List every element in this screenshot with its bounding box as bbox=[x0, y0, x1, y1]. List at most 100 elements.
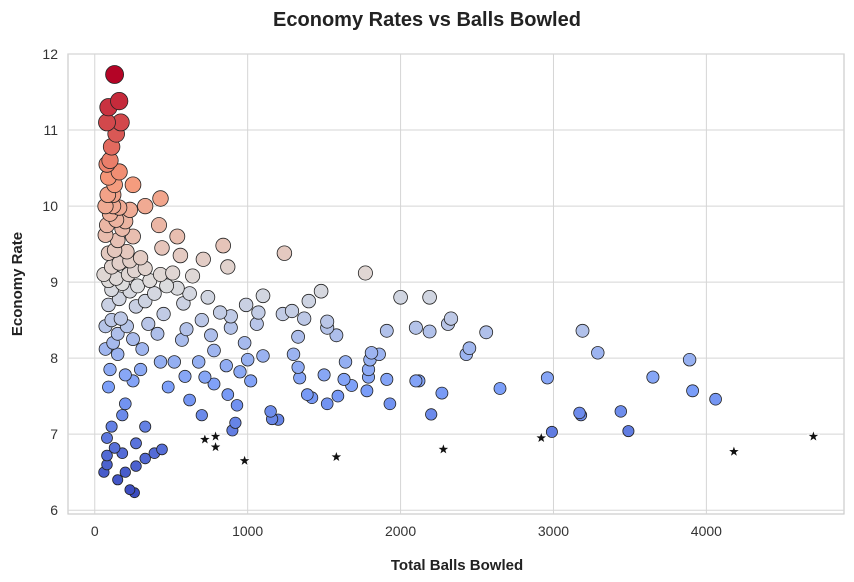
scatter-point bbox=[244, 374, 258, 388]
scatter-point bbox=[320, 397, 334, 411]
scatter-point bbox=[284, 303, 300, 319]
scatter-point bbox=[331, 389, 345, 403]
scatter-point bbox=[591, 346, 605, 360]
scatter-point bbox=[233, 365, 247, 379]
scatter-point bbox=[479, 325, 494, 340]
scatter-point bbox=[301, 293, 317, 309]
scatter-point bbox=[105, 420, 118, 433]
scatter-point bbox=[575, 323, 590, 338]
x-tick-label: 3000 bbox=[538, 523, 569, 539]
scatter-point bbox=[134, 362, 148, 377]
scatter-point bbox=[195, 409, 208, 422]
y-tick-label: 9 bbox=[50, 274, 58, 290]
scatter-point bbox=[139, 452, 151, 465]
y-tick-label: 12 bbox=[42, 46, 58, 62]
scatter-point bbox=[200, 289, 216, 305]
scatter-point bbox=[101, 432, 113, 444]
tick-labels: 0 1000 2000 3000 4000 6 7 8 9 10 11 12 bbox=[42, 46, 722, 539]
scatter-point bbox=[130, 460, 142, 472]
scatter-point bbox=[264, 405, 277, 418]
scatter-point bbox=[169, 228, 186, 245]
highlight-star-point bbox=[438, 444, 449, 454]
scatter-point bbox=[119, 397, 132, 411]
scatter-point bbox=[125, 228, 141, 245]
y-axis-label: Economy Rate bbox=[9, 232, 26, 336]
scatter-point bbox=[237, 336, 252, 350]
highlight-star-point bbox=[729, 446, 739, 456]
scatter-point bbox=[124, 484, 136, 496]
scatter-point bbox=[686, 384, 699, 398]
scatter-point bbox=[238, 297, 254, 313]
scatter-point bbox=[182, 286, 197, 301]
scatter-point bbox=[98, 113, 116, 132]
y-tick-label: 8 bbox=[50, 350, 58, 366]
scatter-point bbox=[165, 265, 181, 281]
scatter-point bbox=[364, 346, 379, 360]
scatter-point bbox=[194, 312, 209, 328]
scatter-point bbox=[380, 372, 394, 386]
scatter-point bbox=[112, 474, 124, 486]
scatter-point bbox=[178, 369, 192, 383]
scatter-point bbox=[130, 437, 142, 450]
scatter-point bbox=[256, 349, 270, 363]
scatter-point bbox=[161, 380, 175, 394]
scatter-point bbox=[126, 332, 140, 347]
scatter-point bbox=[154, 240, 170, 256]
scatter-point bbox=[229, 416, 242, 429]
scatter-point bbox=[297, 311, 312, 326]
scatter-point bbox=[116, 409, 129, 422]
scatter-point bbox=[682, 353, 697, 367]
x-tick-label: 1000 bbox=[232, 523, 263, 539]
plot-area bbox=[67, 53, 845, 515]
scatter-point bbox=[103, 362, 117, 377]
highlight-star-point bbox=[808, 431, 819, 441]
scatter-point bbox=[462, 341, 477, 356]
scatter-point bbox=[207, 343, 221, 358]
highlighted-points bbox=[198, 429, 821, 467]
scatter-point bbox=[220, 259, 236, 275]
scatter-point bbox=[614, 405, 628, 418]
scatter-point bbox=[141, 316, 156, 331]
scatter-point bbox=[383, 397, 397, 411]
highlight-star-point bbox=[239, 455, 250, 465]
scatter-point bbox=[167, 355, 182, 369]
scatter-point bbox=[101, 449, 113, 462]
y-tick-label: 6 bbox=[50, 502, 58, 518]
scatter-point bbox=[291, 329, 306, 344]
scatter-point bbox=[251, 305, 266, 320]
scatter-point bbox=[215, 237, 232, 254]
scatter-point bbox=[113, 311, 128, 326]
scatter-point bbox=[110, 163, 128, 181]
scatter-point bbox=[646, 370, 660, 384]
scatter-point bbox=[156, 306, 171, 322]
x-tick-label: 0 bbox=[91, 523, 99, 539]
highlight-star-point bbox=[536, 432, 546, 443]
highlight-star-point bbox=[200, 434, 210, 444]
scatter-point bbox=[110, 347, 125, 362]
scatter-point bbox=[360, 384, 374, 398]
chart-title: Economy Rates vs Balls Bowled bbox=[273, 9, 581, 31]
scatter-point bbox=[320, 314, 335, 329]
scatter-point bbox=[195, 251, 211, 267]
scatter-point bbox=[185, 268, 201, 284]
scatter-point bbox=[110, 326, 125, 341]
scatter-point bbox=[191, 355, 206, 369]
scatter-point bbox=[150, 326, 165, 341]
x-tick-label: 4000 bbox=[691, 523, 722, 539]
scatter-point bbox=[493, 382, 507, 395]
scatter-point bbox=[408, 320, 423, 335]
scatter-point bbox=[105, 65, 124, 84]
scatter-point bbox=[622, 425, 635, 438]
scatter-point bbox=[545, 425, 558, 438]
highlight-star-point bbox=[331, 451, 342, 462]
scatter-point bbox=[156, 443, 168, 456]
scatter-point bbox=[313, 283, 329, 299]
scatter-point bbox=[338, 355, 353, 369]
highlight-star-point bbox=[210, 431, 221, 441]
scatter-point bbox=[409, 374, 423, 388]
scatter-point bbox=[425, 408, 438, 421]
scatter-point bbox=[119, 466, 131, 478]
scatter-point bbox=[709, 392, 722, 406]
